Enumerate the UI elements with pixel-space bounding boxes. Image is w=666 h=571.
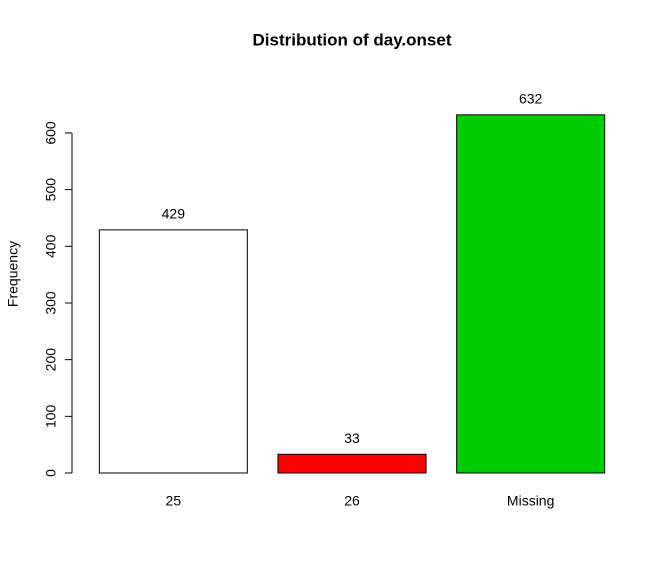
chart-title: Distribution of day.onset — [253, 30, 452, 49]
y-tick-label: 400 — [43, 234, 59, 258]
y-tick-label: 300 — [43, 291, 59, 315]
y-tick-label: 0 — [43, 469, 59, 477]
y-tick-label: 100 — [43, 404, 59, 428]
x-tick-label: Missing — [507, 493, 554, 509]
data-label: 632 — [519, 91, 543, 107]
bar — [277, 453, 427, 474]
x-tick-label: 25 — [166, 493, 182, 509]
bar — [98, 229, 248, 474]
x-tick-label: 26 — [344, 493, 360, 509]
y-tick-label: 500 — [43, 178, 59, 202]
y-tick-label: 600 — [43, 121, 59, 145]
y-tick-label: 200 — [43, 348, 59, 372]
data-label: 429 — [162, 206, 186, 222]
y-axis-label: Frequency — [5, 241, 21, 307]
bar — [456, 114, 606, 474]
data-label: 33 — [344, 430, 360, 446]
